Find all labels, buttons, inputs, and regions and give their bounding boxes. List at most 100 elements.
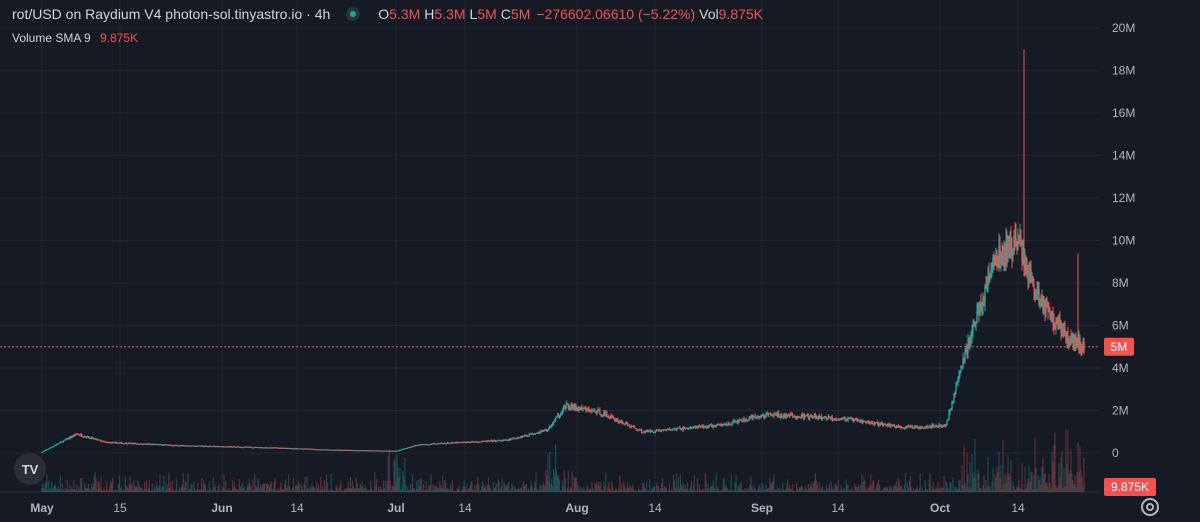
candle-body bbox=[571, 405, 573, 409]
gear-icon[interactable] bbox=[1141, 498, 1159, 516]
candle-body bbox=[480, 441, 483, 443]
candle-body bbox=[921, 427, 923, 429]
volume-bar bbox=[925, 488, 927, 492]
volume-bar bbox=[976, 490, 978, 492]
volume-bar bbox=[204, 484, 207, 492]
volume-bar bbox=[1053, 445, 1055, 492]
volume-bar bbox=[216, 490, 218, 492]
candle-body bbox=[867, 421, 869, 423]
volume-bar bbox=[68, 490, 70, 492]
volume-bar bbox=[323, 480, 326, 492]
volume-bar bbox=[508, 481, 510, 492]
volume-bar bbox=[679, 474, 682, 492]
candle-body bbox=[408, 446, 411, 448]
candle-body bbox=[940, 425, 942, 427]
candle-body bbox=[720, 425, 722, 427]
volume-bar bbox=[657, 485, 660, 492]
volume-bar bbox=[878, 479, 880, 492]
volume-bar bbox=[882, 489, 884, 492]
volume-bar bbox=[599, 486, 601, 492]
volume-bar bbox=[521, 490, 524, 492]
candle-body bbox=[1071, 337, 1073, 339]
volume-bar bbox=[731, 490, 733, 492]
candle-body bbox=[491, 440, 494, 442]
candle-body bbox=[721, 425, 723, 427]
volume-bar bbox=[441, 488, 443, 492]
candle-body bbox=[507, 440, 509, 442]
candle-body bbox=[496, 440, 498, 442]
volume-bar bbox=[939, 488, 941, 492]
volume-bar bbox=[1032, 489, 1034, 492]
candle-body bbox=[996, 258, 998, 261]
candle-body bbox=[694, 426, 697, 428]
candle-body bbox=[539, 431, 541, 433]
volume-bar bbox=[445, 482, 447, 492]
candle-body bbox=[213, 445, 215, 447]
volume-bar bbox=[822, 490, 824, 492]
symbol-title[interactable]: rot/USD on Raydium V4 photon-sol.tinyast… bbox=[12, 6, 331, 22]
candle-body bbox=[105, 441, 107, 443]
candle-body bbox=[156, 444, 158, 446]
candle-body bbox=[53, 445, 56, 447]
candle-body bbox=[1058, 319, 1060, 328]
candle-body bbox=[1010, 238, 1012, 249]
candle-body bbox=[553, 419, 556, 422]
volume-bar bbox=[776, 490, 778, 492]
volume-bar bbox=[326, 482, 328, 492]
volume-bar bbox=[78, 486, 80, 492]
candle-body bbox=[670, 429, 673, 431]
candle-body bbox=[270, 447, 272, 449]
candle-body bbox=[371, 450, 373, 452]
candle-body bbox=[1019, 236, 1021, 240]
candle-body bbox=[744, 420, 746, 422]
candle-body bbox=[819, 416, 822, 419]
candle-body bbox=[478, 441, 480, 443]
candle-body bbox=[128, 442, 130, 444]
x-tick-label: 14 bbox=[290, 501, 304, 515]
volume-bar bbox=[1076, 472, 1078, 492]
candle-body bbox=[540, 431, 542, 433]
candle-body bbox=[736, 421, 738, 424]
candle-body bbox=[962, 358, 964, 367]
candle-body bbox=[117, 442, 120, 444]
candle-body bbox=[689, 427, 692, 429]
volume-bar bbox=[478, 484, 480, 492]
volume-bar bbox=[349, 477, 352, 492]
candle-body bbox=[728, 422, 730, 425]
candle-body bbox=[216, 446, 218, 448]
volume-bar bbox=[695, 490, 697, 492]
volume-bar bbox=[191, 483, 193, 492]
volume-bar bbox=[892, 486, 895, 492]
volume-bar bbox=[388, 449, 390, 492]
volume-bar bbox=[315, 490, 317, 492]
candle-body bbox=[120, 442, 123, 444]
volume-bar bbox=[640, 490, 642, 492]
volume-bar bbox=[935, 486, 937, 492]
candle-body bbox=[910, 425, 913, 427]
volume-bar bbox=[212, 477, 214, 492]
volume-bar bbox=[367, 490, 369, 492]
candle-body bbox=[753, 415, 755, 417]
candle-body bbox=[829, 416, 831, 419]
candle-body bbox=[610, 415, 612, 419]
candle-body bbox=[596, 412, 598, 414]
volume-bar bbox=[81, 477, 83, 492]
candle-body bbox=[282, 447, 284, 449]
volume-bar bbox=[77, 490, 79, 492]
volume-bar bbox=[1009, 476, 1011, 492]
candle-body bbox=[987, 275, 989, 283]
candle-body bbox=[138, 443, 140, 445]
candle-body bbox=[405, 448, 407, 450]
candle-body bbox=[682, 426, 685, 430]
volume-bar bbox=[958, 479, 960, 492]
candle-body bbox=[1044, 300, 1046, 313]
candle-body bbox=[393, 450, 395, 452]
volume-bar bbox=[668, 483, 671, 492]
volume-label[interactable]: Volume bbox=[12, 31, 53, 45]
volume-bar bbox=[121, 490, 123, 492]
volume-bar bbox=[655, 482, 658, 492]
candle-body bbox=[573, 405, 575, 410]
candle-body bbox=[481, 440, 484, 442]
tradingview-logo[interactable]: TV bbox=[14, 453, 46, 485]
